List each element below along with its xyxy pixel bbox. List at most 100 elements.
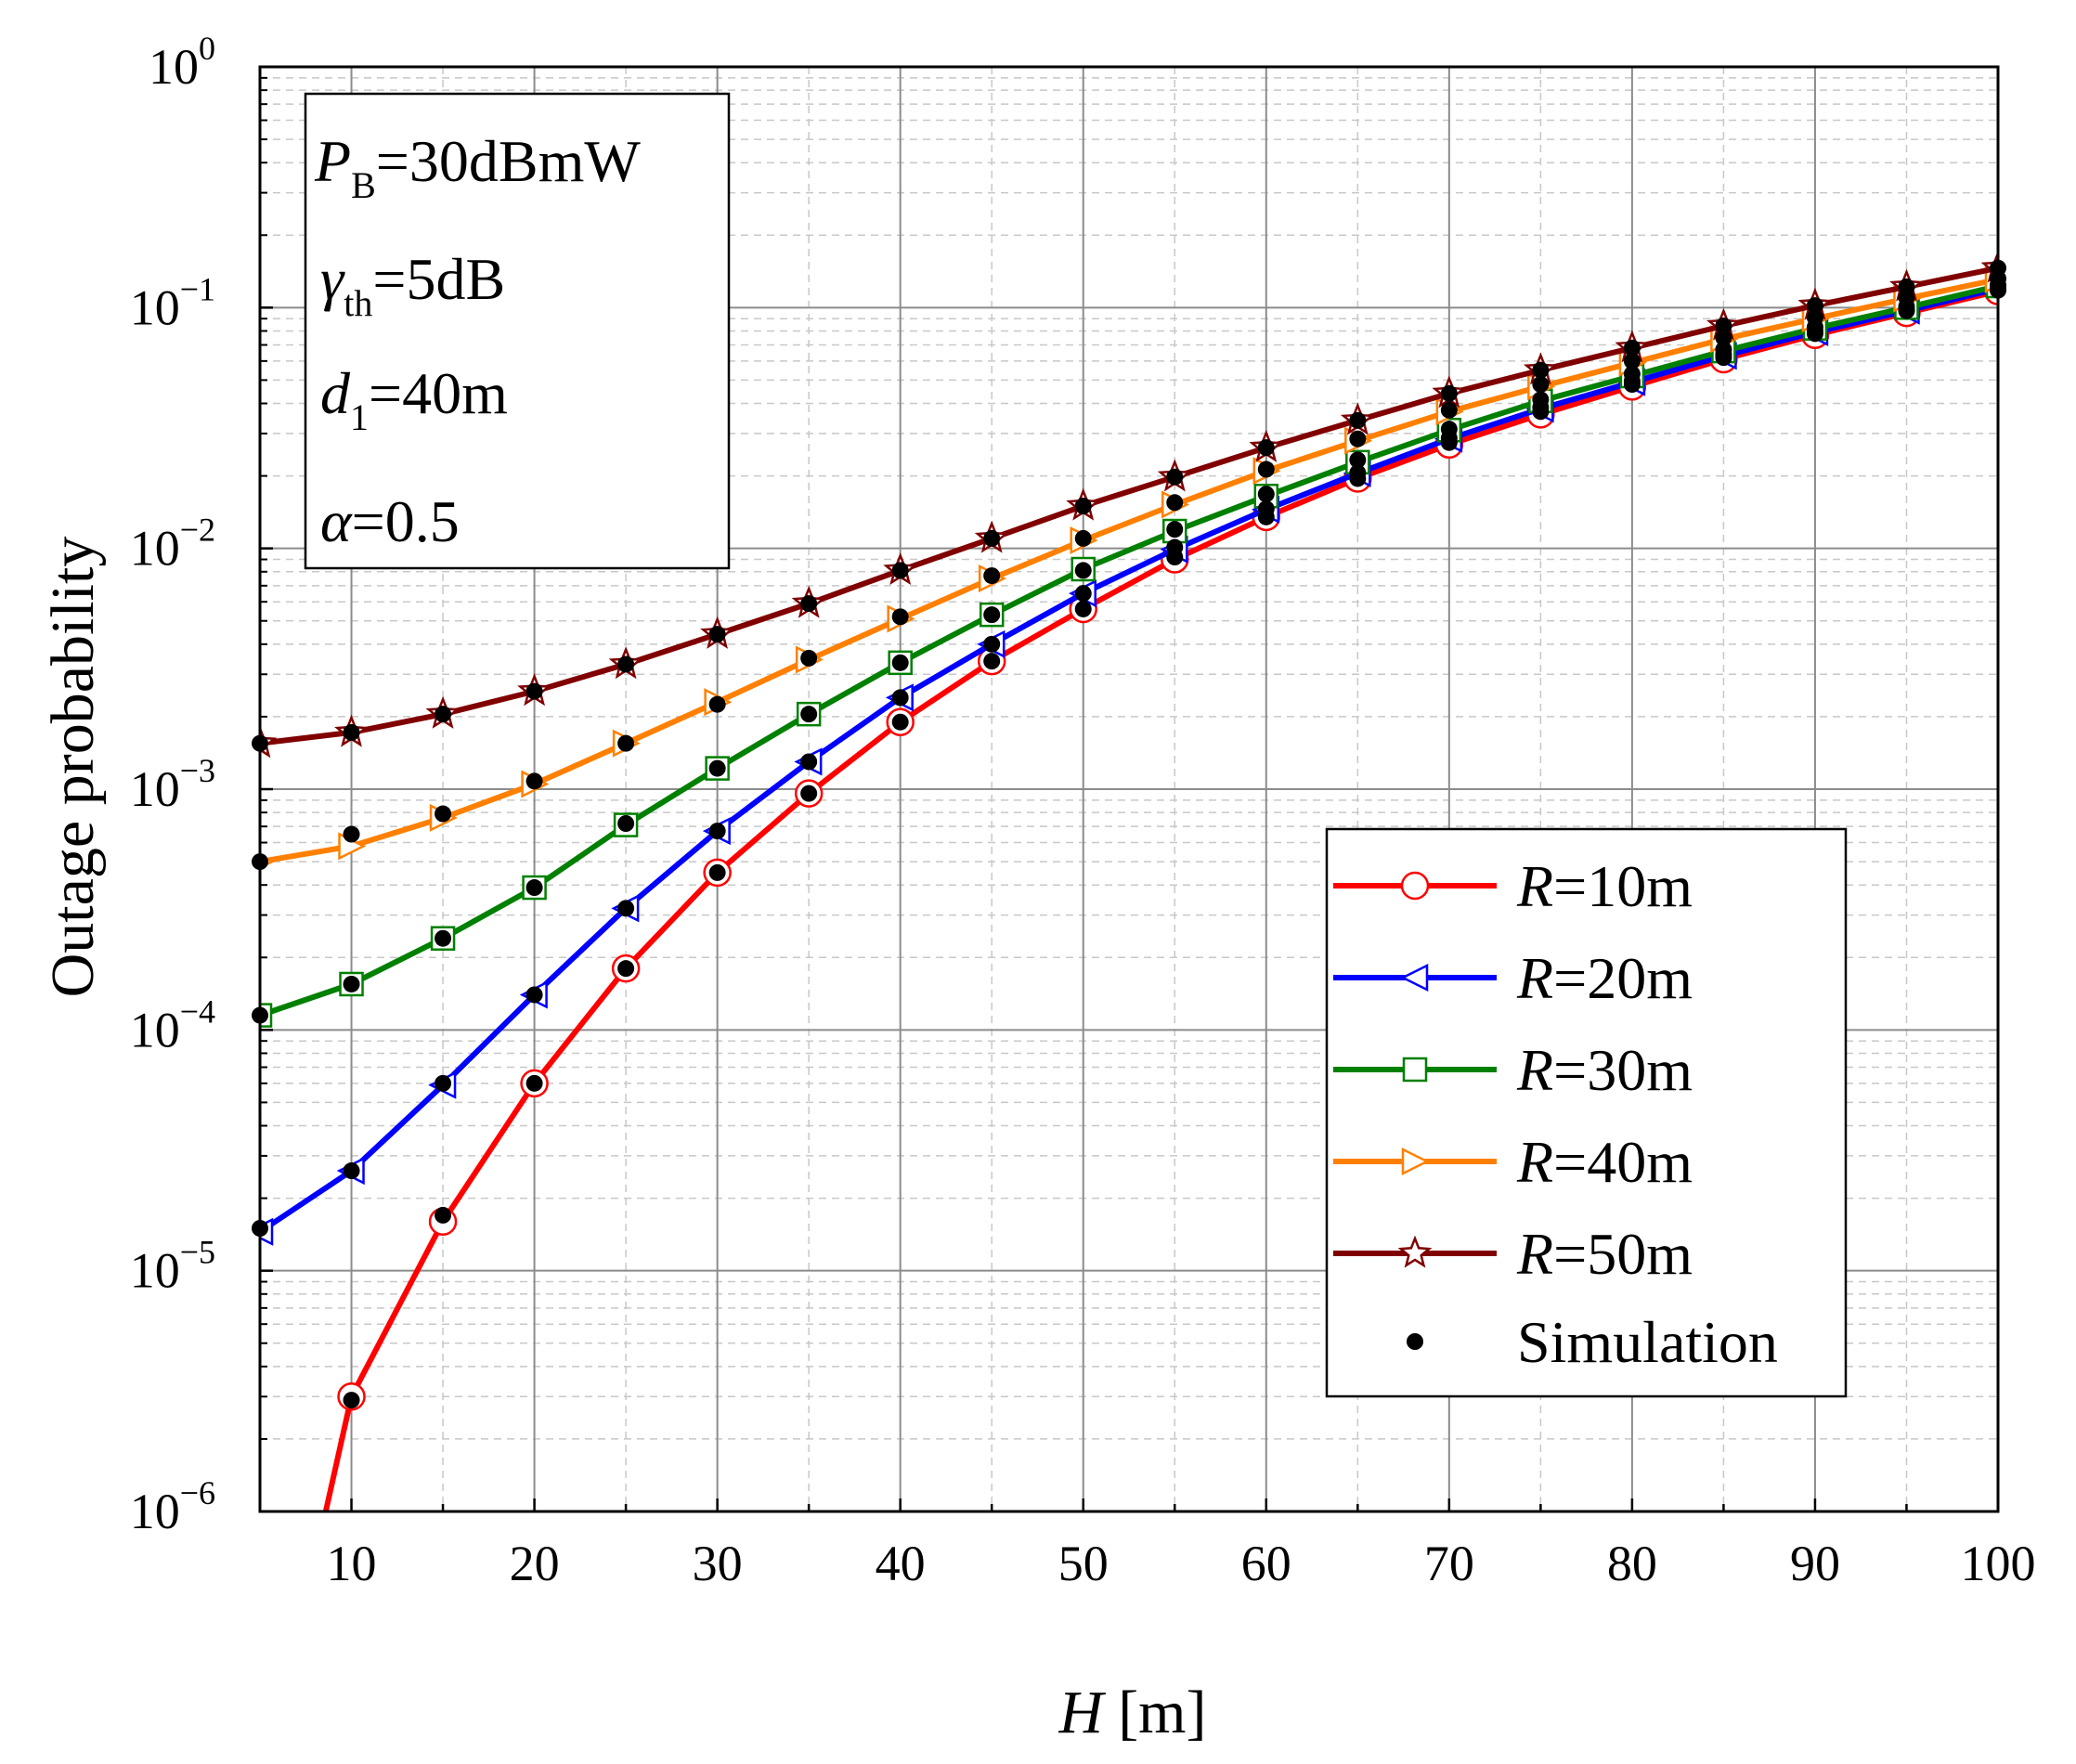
simulation-point xyxy=(525,772,543,790)
y-tick-label: 10−6 xyxy=(130,1474,215,1539)
simulation-point xyxy=(1532,391,1550,409)
simulation-point xyxy=(435,1074,452,1092)
y-tick-exponent: 0 xyxy=(199,30,215,67)
legend-label-var: R xyxy=(1516,1129,1553,1195)
legend-label-r-50m: R=50m xyxy=(1516,1221,1693,1287)
simulation-point xyxy=(1623,339,1641,357)
simulation-point xyxy=(343,1162,360,1180)
simulation-point xyxy=(800,753,818,771)
series-line-r-20m xyxy=(260,285,1998,1235)
simulation-point xyxy=(343,975,360,992)
legend-label-var: R xyxy=(1516,853,1553,919)
simulation-point xyxy=(891,562,909,579)
legend-item-r-20m: R=20m xyxy=(1333,945,1693,1011)
legend-item-r-40m: R=40m xyxy=(1333,1129,1693,1195)
simulation-point xyxy=(435,929,452,947)
x-tick-label: 40 xyxy=(876,1536,926,1591)
y-tick-base: 10 xyxy=(130,279,180,335)
simulation-point xyxy=(891,608,909,626)
parameter-box: PB=30dBmW γth=5dB d1=40m α=0.5 xyxy=(304,92,731,570)
simulation-point xyxy=(1074,498,1092,515)
legend-label-value: =50m xyxy=(1553,1221,1693,1287)
legend-frame xyxy=(1325,827,1848,1398)
y-tick-exponent: −6 xyxy=(180,1474,215,1511)
simulation-point xyxy=(1349,430,1367,447)
simulation-point xyxy=(1166,521,1184,538)
simulation-point xyxy=(1440,384,1458,402)
y-tick-base: 10 xyxy=(149,39,199,95)
y-tick-base: 10 xyxy=(130,1243,180,1299)
series-line-r-10m xyxy=(322,288,1998,1511)
simulation-point xyxy=(983,567,1001,585)
legend-marker-r-50m xyxy=(1397,1235,1433,1268)
param-pb: PB=30dBmW xyxy=(314,128,641,206)
simulation-point xyxy=(708,695,726,713)
simulation-point xyxy=(891,713,909,731)
simulation-point xyxy=(1257,439,1275,457)
simulation-point xyxy=(1898,278,1915,295)
simulation-point xyxy=(435,706,452,723)
y-tick-label: 10−5 xyxy=(130,1234,215,1299)
legend-label-value: =30m xyxy=(1553,1037,1693,1103)
simulation-point xyxy=(1532,361,1550,379)
legend-marker-r-30m xyxy=(1402,1057,1428,1083)
simulation-point xyxy=(1349,411,1367,429)
legend-marker-simulation xyxy=(1407,1333,1423,1350)
simulation-point xyxy=(983,635,1001,653)
simulation-point xyxy=(525,1074,543,1092)
y-tick-label: 10−3 xyxy=(130,752,215,817)
simulation-point xyxy=(800,706,818,723)
x-tick-label: 60 xyxy=(1241,1536,1291,1591)
simulation-point xyxy=(800,595,818,613)
simulation-point xyxy=(1623,352,1641,370)
y-tick-label: 10−2 xyxy=(130,512,215,577)
legend-label-value: =10m xyxy=(1553,853,1693,919)
simulation-point xyxy=(343,1392,360,1409)
x-tick-label: 50 xyxy=(1058,1536,1109,1591)
y-tick-label: 10−4 xyxy=(130,992,215,1057)
simulation-point xyxy=(343,825,360,843)
simulation-point xyxy=(1074,600,1092,617)
y-tick-base: 10 xyxy=(130,1484,180,1539)
simulation-point xyxy=(1532,375,1550,393)
simulation-point xyxy=(1440,401,1458,419)
y-tick-base: 10 xyxy=(130,521,180,577)
y-tick-exponent: −4 xyxy=(180,992,215,1030)
legend-label-r-20m: R=20m xyxy=(1516,945,1693,1011)
simulation-point xyxy=(525,986,543,1004)
simulation-point xyxy=(708,823,726,840)
simulation-point xyxy=(617,734,635,752)
simulation-point xyxy=(708,759,726,777)
simulation-point xyxy=(1715,317,1732,334)
simulation-point xyxy=(983,606,1001,624)
y-tick-label: 100 xyxy=(149,30,215,95)
simulation-point xyxy=(1166,538,1184,556)
legend-item-r-50m: R=50m xyxy=(1333,1221,1693,1287)
legend-label-simulation: Simulation xyxy=(1517,1309,1778,1375)
parameter-box-frame xyxy=(304,92,731,570)
simulation-point xyxy=(800,785,818,802)
simulation-point xyxy=(617,655,635,673)
x-axis-unit: [m] xyxy=(1118,1679,1206,1746)
simulation-point xyxy=(1257,486,1275,503)
legend-label-var: R xyxy=(1516,1037,1553,1103)
simulation-point xyxy=(1349,451,1367,469)
simulation-point xyxy=(1806,297,1823,315)
simulation-point xyxy=(1074,585,1092,603)
legend-label-r-40m: R=40m xyxy=(1516,1129,1693,1195)
simulation-point xyxy=(1257,460,1275,478)
legend-label-r-10m: R=10m xyxy=(1516,853,1693,919)
legend-label-var: R xyxy=(1516,1221,1553,1287)
simulation-point xyxy=(617,814,635,832)
x-tick-label: 80 xyxy=(1607,1536,1657,1591)
simulation-point xyxy=(435,1206,452,1224)
legend-label-r-30m: R=30m xyxy=(1516,1037,1693,1103)
y-tick-label: 10−1 xyxy=(130,270,215,335)
simulation-point xyxy=(1623,365,1641,383)
legend-item-simulation: Simulation xyxy=(1407,1309,1778,1375)
simulation-point xyxy=(1074,529,1092,547)
simulation-point xyxy=(1440,421,1458,438)
x-tick-label: 90 xyxy=(1790,1536,1840,1591)
